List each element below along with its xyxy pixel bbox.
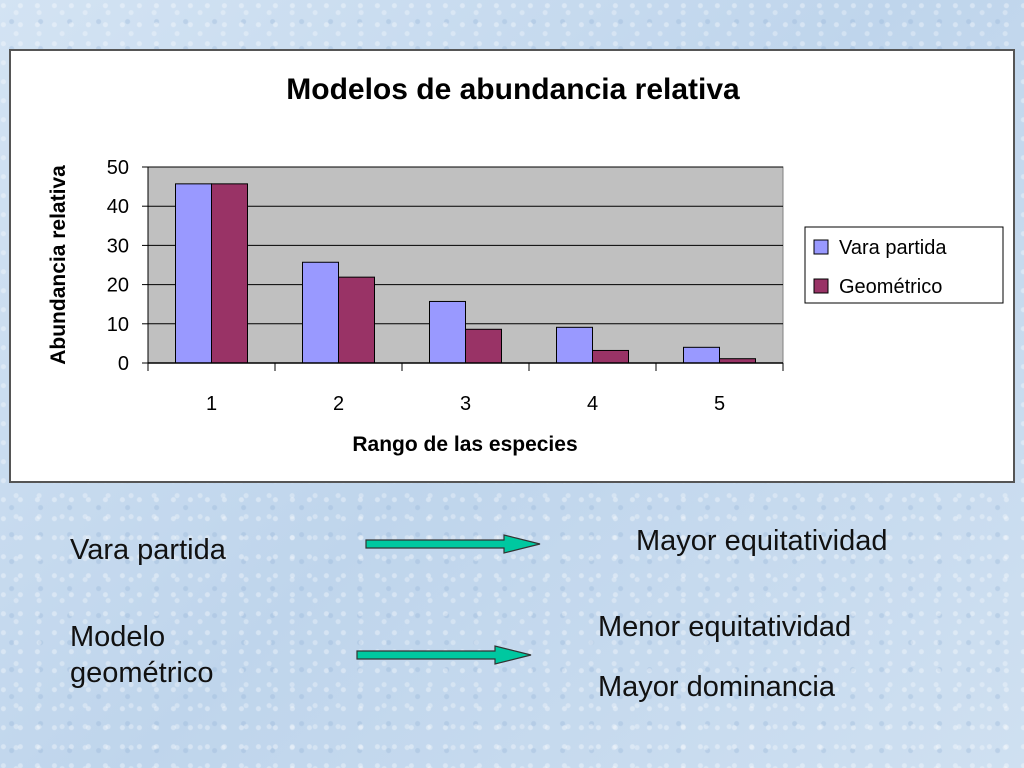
bar-geometrico-4 bbox=[592, 349, 629, 364]
y-tick-label: 30 bbox=[107, 235, 129, 257]
x-axis-title: Rango de las especies bbox=[352, 433, 577, 456]
relative-abundance-chart: Modelos de abundancia relativa 0 10 20 30 40… bbox=[47, 73, 1004, 456]
x-tick-label: 5 bbox=[714, 393, 725, 415]
x-tick-label: 3 bbox=[460, 393, 471, 415]
annotation-modelo: Modelo bbox=[70, 621, 166, 653]
axes: 0 10 20 30 40 50 1 2 3 4 5 bbox=[107, 157, 784, 415]
legend-label-geometrico: Geométrico bbox=[839, 276, 942, 298]
legend-label-vara-partida: Vara partida bbox=[839, 237, 947, 259]
legend-swatch-geometrico bbox=[813, 278, 829, 294]
bar-vara-partida-4 bbox=[556, 326, 593, 364]
x-tick-label: 2 bbox=[333, 393, 344, 415]
bar-geometrico-1 bbox=[211, 183, 248, 364]
chart-frame: Modelos de abundancia relativa 0 10 20 30 40… bbox=[9, 49, 1015, 483]
annotation-vara-partida: Vara partida bbox=[70, 534, 226, 566]
bar-geometrico-2 bbox=[338, 276, 375, 364]
annotation-menor-equitatividad: Menor equitatividad bbox=[598, 611, 852, 643]
bar-vara-partida-2 bbox=[302, 261, 339, 364]
legend-swatch-vara-partida bbox=[813, 239, 829, 255]
annotation-mayor-equitatividad: Mayor equitatividad bbox=[636, 525, 888, 557]
y-tick-label: 40 bbox=[107, 196, 129, 218]
y-tick-label: 10 bbox=[107, 314, 129, 336]
bar-vara-partida-1 bbox=[175, 183, 212, 364]
y-tick-label: 0 bbox=[118, 353, 129, 375]
bars bbox=[175, 183, 756, 364]
arrow-right-icon bbox=[365, 534, 541, 554]
bar-vara-partida-5 bbox=[683, 346, 720, 364]
y-tick-label: 50 bbox=[107, 157, 129, 179]
y-tick-label: 20 bbox=[107, 275, 129, 297]
grid-lines bbox=[148, 166, 783, 325]
bar-vara-partida-3 bbox=[429, 300, 466, 364]
x-tick-label: 1 bbox=[206, 393, 217, 415]
chart-title: Modelos de abundancia relativa bbox=[286, 73, 740, 106]
legend: Vara partida Geométrico bbox=[804, 226, 1004, 304]
y-axis-title: Abundancia relativa bbox=[47, 165, 70, 365]
arrow-right-icon bbox=[356, 645, 532, 665]
annotation-geometrico: geométrico bbox=[70, 657, 214, 689]
annotation-mayor-dominancia: Mayor dominancia bbox=[598, 671, 835, 703]
x-tick-label: 4 bbox=[587, 393, 598, 415]
bar-geometrico-3 bbox=[465, 328, 502, 364]
